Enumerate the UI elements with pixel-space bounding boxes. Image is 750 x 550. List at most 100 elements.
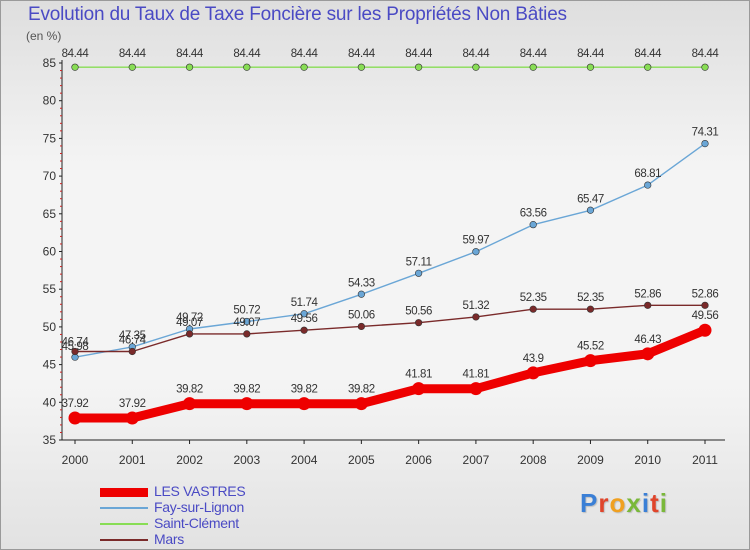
- data-point: [243, 63, 251, 71]
- legend-swatch: [100, 507, 148, 509]
- data-label: 49.56: [692, 310, 719, 322]
- y-tick-label: 45: [43, 358, 57, 372]
- y-tick-label: 50: [43, 320, 57, 334]
- data-point: [472, 248, 480, 256]
- data-point: [128, 63, 136, 71]
- data-point: [71, 63, 79, 71]
- data-label: 47.35: [119, 330, 146, 342]
- data-point: [185, 63, 194, 71]
- y-tick-label: 60: [43, 245, 57, 259]
- data-label: 84.44: [520, 48, 548, 60]
- data-point: [701, 63, 709, 71]
- chart-title: Evolution du Taux de Taxe Foncière sur l…: [28, 4, 567, 25]
- data-point: [183, 397, 197, 411]
- data-point: [469, 382, 483, 396]
- x-tick-label: 2011: [692, 453, 718, 467]
- data-point: [300, 326, 308, 334]
- series-line: [74, 304, 706, 353]
- data-point: [185, 330, 194, 338]
- data-label: 43.9: [523, 353, 544, 365]
- data-point: [586, 305, 595, 313]
- y-tick-label: 80: [43, 94, 57, 108]
- x-tick-label: 2003: [233, 453, 260, 467]
- y-tick-label: 55: [43, 282, 57, 296]
- data-point: [644, 181, 652, 189]
- legend-label: Saint-Clément: [154, 515, 239, 531]
- data-label: 84.44: [119, 48, 147, 60]
- data-label: 59.97: [463, 235, 490, 247]
- x-tick-label: 2006: [405, 453, 432, 467]
- data-label: 49.72: [176, 312, 203, 324]
- y-tick-label: 35: [43, 433, 57, 447]
- data-label: 84.44: [233, 48, 261, 60]
- x-tick-label: 2010: [634, 453, 661, 467]
- data-point: [357, 63, 365, 71]
- data-label: 57.11: [406, 256, 432, 268]
- data-label: 45.52: [577, 341, 604, 353]
- data-point: [128, 347, 136, 356]
- y-tick-label: 40: [43, 395, 57, 409]
- series-line: [70, 325, 710, 423]
- logo-letter: i: [641, 488, 651, 518]
- legend-swatch: [100, 523, 148, 525]
- data-point: [300, 310, 308, 318]
- data-point: [71, 347, 79, 356]
- data-label: 52.35: [520, 292, 547, 304]
- data-point: [698, 323, 712, 337]
- data-point: [529, 305, 537, 313]
- data-label: 50.56: [405, 306, 432, 318]
- data-point: [644, 63, 652, 71]
- x-tick-label: 2000: [62, 453, 89, 467]
- data-label: 49.07: [233, 317, 260, 329]
- data-point: [412, 382, 426, 396]
- data-point: [701, 140, 709, 148]
- x-tick-label: 2005: [348, 453, 375, 467]
- data-point: [586, 206, 595, 214]
- series-line: [74, 142, 706, 358]
- y-tick-label: 65: [43, 207, 57, 221]
- data-point: [529, 221, 537, 229]
- x-tick-label: 2009: [577, 453, 604, 467]
- data-label: 46.43: [634, 334, 661, 346]
- data-label: 84.44: [291, 48, 319, 60]
- data-label: 68.81: [634, 168, 661, 180]
- data-point: [125, 411, 139, 425]
- data-label: 37.92: [62, 398, 89, 410]
- data-point: [526, 366, 540, 380]
- data-label: 84.44: [405, 48, 433, 60]
- data-point: [644, 301, 652, 309]
- logo-letter: r: [598, 488, 610, 518]
- data-point: [472, 313, 480, 321]
- data-point: [68, 411, 82, 425]
- data-label: 51.32: [463, 300, 490, 312]
- data-point: [354, 397, 368, 411]
- x-tick-label: 2001: [119, 453, 146, 467]
- data-label: 84.44: [463, 48, 491, 60]
- data-label: 41.81: [405, 369, 432, 381]
- data-point: [300, 63, 308, 71]
- data-label: 45.98: [62, 341, 89, 353]
- y-axis-unit-label: (en %): [26, 29, 62, 43]
- data-point: [586, 63, 595, 71]
- data-point: [243, 317, 251, 326]
- x-tick-label: 2007: [463, 453, 490, 467]
- proxiti-logo: Proxiti: [580, 488, 668, 519]
- logo-letter: o: [609, 488, 627, 518]
- legend-label: Mars: [154, 531, 184, 547]
- logo-letter: t: [650, 488, 660, 518]
- data-label: 84.44: [634, 48, 662, 60]
- data-point: [240, 397, 254, 411]
- x-tick-label: 2002: [176, 453, 203, 467]
- data-label: 50.72: [233, 304, 260, 316]
- data-point: [641, 347, 655, 361]
- data-point: [472, 63, 480, 71]
- data-point: [415, 269, 423, 277]
- data-label: 84.44: [348, 48, 376, 60]
- data-point: [583, 354, 597, 368]
- data-label: 52.86: [634, 288, 661, 300]
- data-point: [529, 63, 537, 71]
- legend-label: LES VASTRES: [154, 483, 246, 499]
- logo-letter: x: [626, 488, 642, 518]
